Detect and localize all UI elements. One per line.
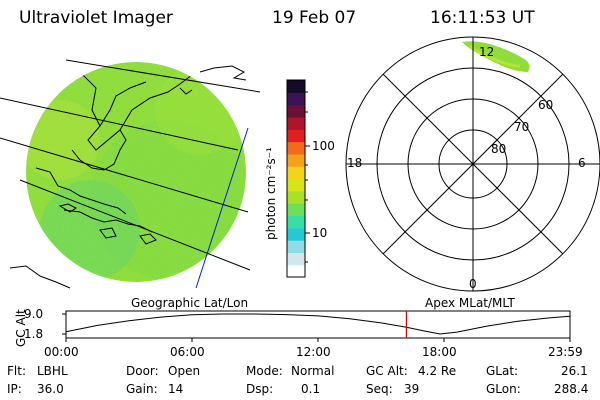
door-value: Open [168, 364, 201, 378]
polar-plot [345, 36, 600, 292]
timeline-ytick-9: 9.0 [24, 307, 44, 321]
colorbar-cell [287, 227, 305, 241]
seq-value: 39 [404, 382, 420, 396]
instrument-title: Ultraviolet Imager [19, 8, 173, 28]
gain-value: 14 [168, 382, 184, 396]
colorbar-cell [287, 116, 305, 130]
colorbar-cell [287, 203, 305, 217]
gain-label: Gain: [126, 382, 158, 396]
colorbar-cell [287, 104, 305, 118]
colorbar-cell [287, 141, 305, 155]
lat-label-80: 80 [491, 142, 507, 156]
colorbar-cell [287, 129, 305, 143]
flt-label: Flt: [7, 364, 26, 378]
mode-label: Mode: [246, 364, 283, 378]
timeline-ytick-1-8: 1.8 [24, 327, 44, 341]
earth-image [0, 59, 261, 289]
time-label: 16:11:53 UT [430, 8, 535, 28]
colorbar-cell [287, 240, 305, 253]
mlt-label-18: 18 [347, 156, 363, 170]
glat-label: GLat: [486, 364, 519, 378]
gcalt-value: 4.2 Re [418, 364, 457, 378]
dsp-value: 0.1 [301, 382, 321, 396]
colorbar-tick-10: 10 [312, 226, 328, 240]
date-label: 19 Feb 07 [272, 8, 357, 28]
timeline-xtick-0000: 00:00 [44, 345, 79, 359]
timeline-left-title: Geographic Lat/Lon [131, 296, 249, 310]
ip-label: IP: [7, 382, 22, 396]
seq-label: Seq: [366, 382, 393, 396]
colorbar-tick-100: 100 [312, 139, 335, 153]
gcalt-label: GC Alt: [366, 364, 408, 378]
mlt-label-0: 0 [469, 277, 477, 291]
colorbar-cell [287, 153, 305, 167]
colorbar-cell [287, 166, 305, 180]
flt-value: LBHL [37, 364, 68, 378]
glat-value: 26.1 [561, 364, 588, 378]
lat-label-60: 60 [538, 98, 554, 112]
colorbar-unit-label: photon cm⁻²s⁻¹ [264, 147, 278, 240]
timeline-xtick-1200: 12:00 [296, 345, 331, 359]
colorbar-cell [287, 190, 305, 204]
lat-label-70: 70 [514, 120, 530, 134]
colorbar-cell [287, 80, 305, 93]
timeline-xtick-1800: 18:00 [422, 345, 457, 359]
dsp-label: Dsp: [246, 382, 274, 396]
mode-value: Normal [291, 364, 335, 378]
mlt-label-12: 12 [479, 45, 495, 59]
mlt-label-6: 6 [578, 156, 586, 170]
timeline-xtick-2359: 23:59 [548, 345, 583, 359]
colorbar-cell [287, 178, 305, 192]
glon-value: 288.4 [554, 382, 589, 396]
glon-label: GLon: [486, 382, 521, 396]
altitude-timeline [62, 310, 571, 342]
color-bar [286, 79, 310, 278]
ip-value: 36.0 [37, 382, 64, 396]
colorbar-cell [287, 264, 305, 278]
colorbar-cell [287, 215, 305, 229]
colorbar-cell [287, 92, 305, 106]
colorbar-cell [287, 252, 305, 266]
door-label: Door: [126, 364, 159, 378]
altitude-curve [65, 313, 570, 335]
timeline-right-title: Apex MLat/MLT [425, 296, 515, 310]
timeline-xtick-0600: 06:00 [170, 345, 205, 359]
